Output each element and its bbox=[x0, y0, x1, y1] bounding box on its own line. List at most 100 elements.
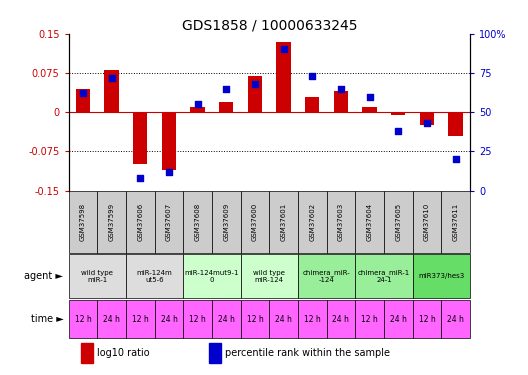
Text: GSM37611: GSM37611 bbox=[452, 203, 459, 241]
Text: GSM37601: GSM37601 bbox=[280, 203, 287, 241]
FancyBboxPatch shape bbox=[241, 190, 269, 254]
Point bbox=[222, 86, 231, 92]
Bar bbox=[162, 112, 176, 170]
Bar bbox=[420, 112, 434, 125]
Text: wild type
miR-1: wild type miR-1 bbox=[81, 270, 113, 283]
FancyBboxPatch shape bbox=[298, 190, 327, 254]
Bar bbox=[362, 107, 377, 112]
Bar bbox=[248, 76, 262, 112]
Point bbox=[251, 81, 259, 87]
Text: GSM37603: GSM37603 bbox=[338, 203, 344, 241]
Text: time ►: time ► bbox=[31, 314, 63, 324]
FancyBboxPatch shape bbox=[97, 190, 126, 254]
Text: percentile rank within the sample: percentile rank within the sample bbox=[225, 348, 390, 358]
FancyBboxPatch shape bbox=[441, 300, 470, 338]
Bar bbox=[277, 42, 291, 112]
FancyBboxPatch shape bbox=[97, 300, 126, 338]
Text: wild type
miR-124: wild type miR-124 bbox=[253, 270, 285, 283]
FancyBboxPatch shape bbox=[241, 254, 298, 298]
FancyBboxPatch shape bbox=[183, 300, 212, 338]
Bar bbox=[105, 70, 119, 112]
Text: GSM37599: GSM37599 bbox=[109, 203, 115, 241]
Text: chimera_miR-1
24-1: chimera_miR-1 24-1 bbox=[358, 269, 410, 283]
FancyBboxPatch shape bbox=[126, 300, 155, 338]
Point bbox=[193, 101, 202, 107]
Point bbox=[451, 156, 460, 162]
Text: chimera_miR-
-124: chimera_miR- -124 bbox=[303, 269, 351, 283]
Point bbox=[136, 175, 145, 181]
FancyBboxPatch shape bbox=[412, 254, 470, 298]
FancyBboxPatch shape bbox=[183, 190, 212, 254]
Text: miR-124m
ut5-6: miR-124m ut5-6 bbox=[137, 270, 173, 283]
FancyBboxPatch shape bbox=[69, 190, 97, 254]
Bar bbox=[219, 102, 233, 112]
Point bbox=[279, 46, 288, 53]
Text: GSM37604: GSM37604 bbox=[366, 203, 373, 241]
FancyBboxPatch shape bbox=[269, 190, 298, 254]
Point bbox=[79, 90, 87, 96]
Point bbox=[308, 73, 316, 79]
FancyBboxPatch shape bbox=[183, 254, 241, 298]
FancyBboxPatch shape bbox=[155, 300, 183, 338]
Text: GSM37598: GSM37598 bbox=[80, 203, 86, 241]
Text: 12 h: 12 h bbox=[132, 315, 149, 324]
Text: GSM37605: GSM37605 bbox=[395, 203, 401, 241]
Point bbox=[423, 120, 431, 126]
Bar bbox=[448, 112, 463, 136]
Point bbox=[337, 86, 345, 92]
FancyBboxPatch shape bbox=[384, 300, 412, 338]
Text: 12 h: 12 h bbox=[189, 315, 206, 324]
FancyBboxPatch shape bbox=[327, 300, 355, 338]
Bar bbox=[76, 88, 90, 112]
FancyBboxPatch shape bbox=[298, 254, 355, 298]
FancyBboxPatch shape bbox=[212, 190, 241, 254]
FancyBboxPatch shape bbox=[298, 300, 327, 338]
Text: log10 ratio: log10 ratio bbox=[97, 348, 149, 358]
Bar bbox=[209, 343, 221, 363]
FancyBboxPatch shape bbox=[69, 300, 97, 338]
Text: GSM37600: GSM37600 bbox=[252, 203, 258, 241]
Text: 24 h: 24 h bbox=[103, 315, 120, 324]
Bar bbox=[391, 112, 406, 115]
Text: 24 h: 24 h bbox=[390, 315, 407, 324]
Point bbox=[394, 128, 402, 134]
FancyBboxPatch shape bbox=[441, 190, 470, 254]
Text: GSM37608: GSM37608 bbox=[195, 203, 201, 241]
FancyBboxPatch shape bbox=[126, 190, 155, 254]
Text: 24 h: 24 h bbox=[333, 315, 350, 324]
FancyBboxPatch shape bbox=[69, 254, 126, 298]
Text: 12 h: 12 h bbox=[361, 315, 378, 324]
FancyBboxPatch shape bbox=[355, 254, 412, 298]
Text: GSM37602: GSM37602 bbox=[309, 203, 315, 241]
Text: GSM37609: GSM37609 bbox=[223, 203, 229, 241]
FancyBboxPatch shape bbox=[241, 300, 269, 338]
FancyBboxPatch shape bbox=[126, 254, 183, 298]
Title: GDS1858 / 10000633245: GDS1858 / 10000633245 bbox=[182, 19, 357, 33]
Text: miR373/hes3: miR373/hes3 bbox=[418, 273, 465, 279]
Point bbox=[165, 169, 173, 175]
Text: agent ►: agent ► bbox=[24, 271, 63, 281]
Point bbox=[365, 93, 374, 99]
Text: 24 h: 24 h bbox=[447, 315, 464, 324]
FancyBboxPatch shape bbox=[412, 300, 441, 338]
Text: GSM37607: GSM37607 bbox=[166, 203, 172, 241]
Bar bbox=[305, 96, 319, 112]
Text: 24 h: 24 h bbox=[161, 315, 177, 324]
FancyBboxPatch shape bbox=[384, 190, 412, 254]
Text: 12 h: 12 h bbox=[304, 315, 320, 324]
Text: 12 h: 12 h bbox=[247, 315, 263, 324]
FancyBboxPatch shape bbox=[269, 300, 298, 338]
FancyBboxPatch shape bbox=[155, 190, 183, 254]
FancyBboxPatch shape bbox=[355, 190, 384, 254]
Text: miR-124mut9-1
0: miR-124mut9-1 0 bbox=[185, 270, 239, 283]
Text: 24 h: 24 h bbox=[275, 315, 292, 324]
Text: GSM37606: GSM37606 bbox=[137, 203, 143, 241]
Text: 12 h: 12 h bbox=[419, 315, 435, 324]
FancyBboxPatch shape bbox=[412, 190, 441, 254]
Bar bbox=[81, 343, 93, 363]
Text: 12 h: 12 h bbox=[74, 315, 91, 324]
FancyBboxPatch shape bbox=[327, 190, 355, 254]
Text: 24 h: 24 h bbox=[218, 315, 235, 324]
Point bbox=[107, 75, 116, 81]
Bar bbox=[191, 107, 205, 112]
